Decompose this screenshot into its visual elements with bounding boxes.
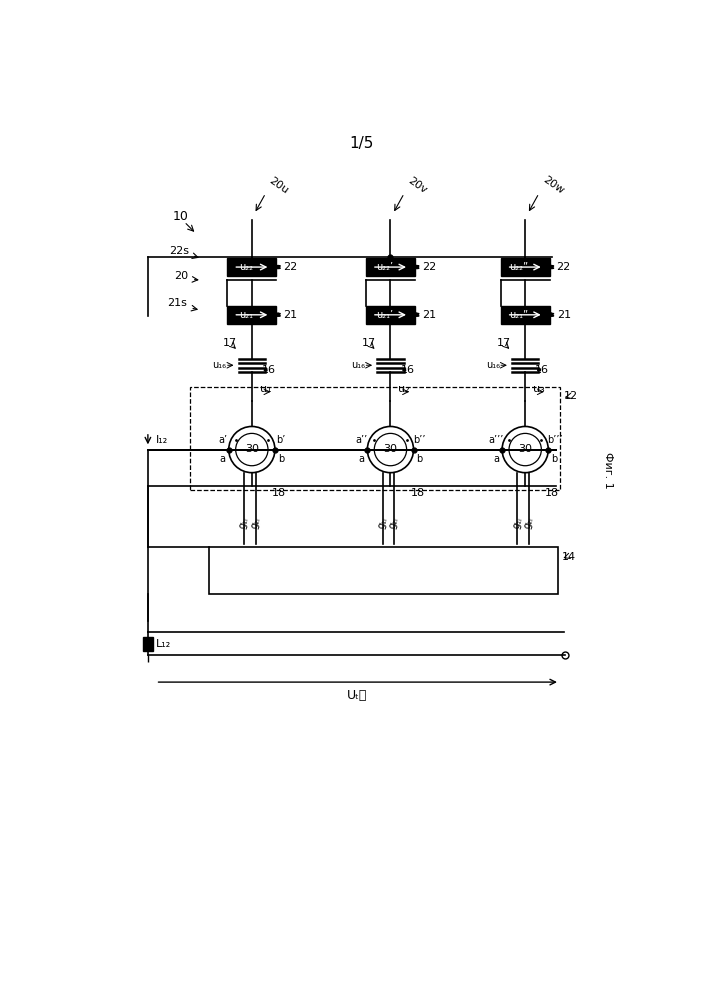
Text: u₃: u₃ [533,384,545,394]
Text: g₂ᵢ: g₂ᵢ [522,515,536,530]
Text: b’’’: b’’’ [547,435,562,445]
Text: a’: a’ [218,435,227,445]
Text: 30: 30 [245,444,259,454]
Bar [143,637,153,651]
Text: 22: 22 [422,262,436,272]
Text: b’: b’ [276,435,286,445]
Text: 30: 30 [383,444,397,454]
Text: u₂₂’: u₂₂’ [375,262,393,272]
Text: a: a [493,454,499,464]
Text: g₂ᵢ: g₂ᵢ [249,515,262,530]
Bar [227,306,276,324]
Text: 18: 18 [545,488,559,498]
Text: 22: 22 [556,262,571,272]
Text: u₁₆: u₁₆ [213,360,226,370]
Text: 22: 22 [284,262,298,272]
Bar [366,306,415,324]
Text: L₁₂: L₁₂ [156,639,171,649]
Text: 17: 17 [223,338,238,348]
Text: a’’: a’’ [355,435,368,445]
Text: 21: 21 [556,310,571,320]
Text: a: a [220,454,226,464]
Text: a’’’: a’’’ [489,435,503,445]
Text: 16: 16 [535,365,549,375]
Text: u₂₁’: u₂₁’ [375,310,393,320]
Text: 1/5: 1/5 [350,136,374,151]
Bar [501,306,550,324]
Text: Фиг. 1: Фиг. 1 [602,452,612,489]
Text: g₂ᵢ: g₂ᵢ [387,515,401,530]
Text: 16: 16 [400,365,414,375]
Text: b: b [551,454,558,464]
Text: 10: 10 [173,210,189,223]
Bar [227,258,276,276]
Text: 14: 14 [562,552,576,562]
Text: Uₜⲟ: Uₜⲟ [346,689,367,702]
Text: 18: 18 [410,488,424,498]
Text: b: b [278,454,284,464]
Text: u₁₆: u₁₆ [351,360,365,370]
Circle shape [374,433,407,466]
Text: u₂₁: u₂₁ [239,310,252,320]
Bar [366,258,415,276]
Circle shape [509,433,542,466]
Text: 20v: 20v [406,175,428,195]
Text: 21: 21 [422,310,436,320]
Text: b: b [416,454,423,464]
Bar [209,547,559,594]
Text: u₂: u₂ [399,384,410,394]
Text: 17: 17 [362,338,376,348]
Text: 16: 16 [262,365,276,375]
Text: 21s: 21s [168,298,187,308]
Text: b’’: b’’ [414,435,426,445]
Text: u₂₂: u₂₂ [239,262,252,272]
Text: 22s: 22s [169,246,189,256]
Text: 20w: 20w [541,175,566,196]
Text: 20u: 20u [267,175,291,196]
Text: I₁₂: I₁₂ [156,435,168,445]
Text: 30: 30 [518,444,532,454]
Bar [190,387,560,490]
Text: g₁ᵢ: g₁ᵢ [376,515,390,530]
Text: g₁ᵢ: g₁ᵢ [510,515,524,530]
Circle shape [235,433,268,466]
Text: u₁₆: u₁₆ [486,360,500,370]
Text: u₂₂”: u₂₂” [510,262,529,272]
Text: 20: 20 [175,271,189,281]
Text: u₁: u₁ [260,384,271,394]
Text: a: a [358,454,364,464]
Text: 21: 21 [284,310,298,320]
Text: u₂₁”: u₂₁” [510,310,529,320]
Text: g₁ᵢ: g₁ᵢ [238,515,251,530]
Bar [501,258,550,276]
Text: 12: 12 [563,391,578,401]
Text: 17: 17 [496,338,510,348]
Text: 18: 18 [271,488,286,498]
